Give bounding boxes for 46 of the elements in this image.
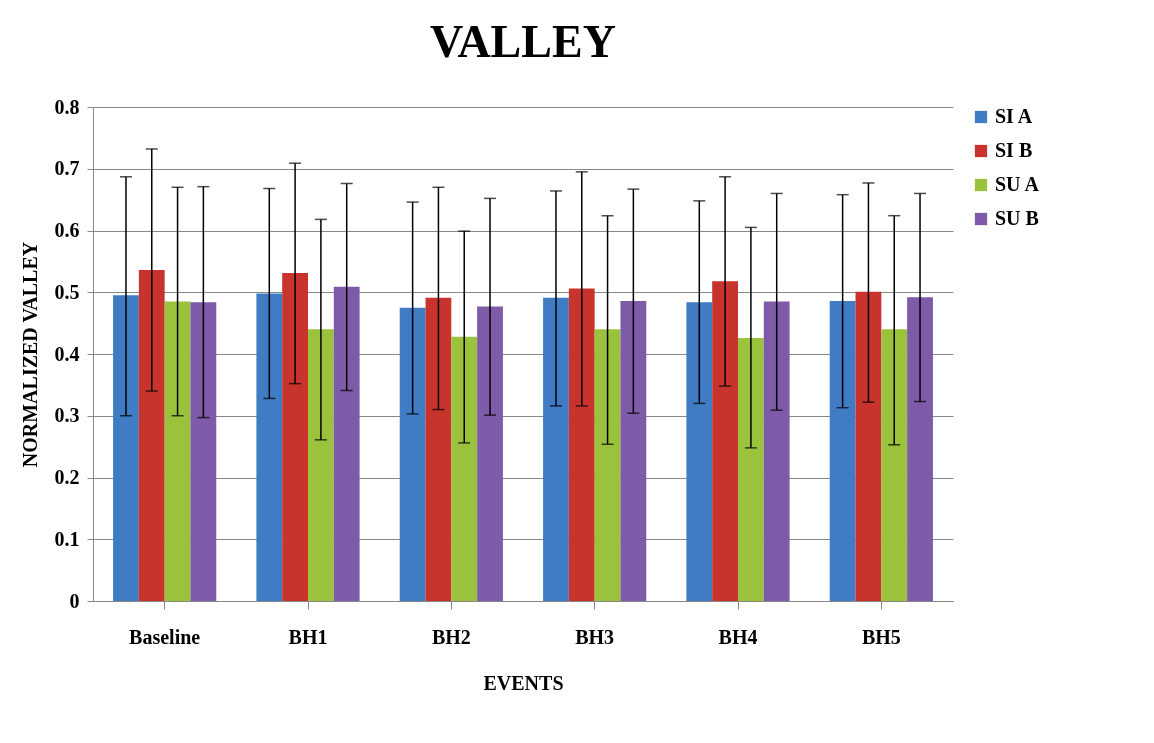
legend-label: SI B xyxy=(995,139,1033,161)
y-tick-label: 0.5 xyxy=(54,280,80,303)
bar xyxy=(881,329,908,601)
y-tick-label: 0.8 xyxy=(54,95,80,118)
legend-label: SU A xyxy=(995,173,1040,195)
legend-label: SI A xyxy=(995,105,1033,127)
y-tick-label: 0.6 xyxy=(54,219,80,241)
bar xyxy=(138,270,165,601)
x-tick-label: Baseline xyxy=(129,625,201,648)
bar xyxy=(425,297,452,601)
bar xyxy=(763,301,790,601)
bar xyxy=(829,300,856,601)
bar xyxy=(543,297,569,601)
bar xyxy=(855,291,882,601)
y-tick-label: 0.1 xyxy=(54,527,80,550)
bar xyxy=(477,306,503,601)
x-tick-label: BH4 xyxy=(718,625,758,648)
bar xyxy=(282,273,308,601)
x-tick-label: BH2 xyxy=(431,625,471,648)
x-tick-label: BH5 xyxy=(861,625,901,648)
x-tick-label: BH1 xyxy=(288,625,328,648)
bar xyxy=(620,300,647,601)
chart-title: VALLEY xyxy=(430,16,616,67)
bar xyxy=(308,329,334,601)
y-tick-label: 0.3 xyxy=(54,404,80,427)
bar xyxy=(568,288,595,601)
bar xyxy=(738,337,764,601)
bar xyxy=(190,302,217,601)
bar xyxy=(686,302,713,601)
y-tick-label: 0.2 xyxy=(54,466,80,488)
bar xyxy=(256,293,283,601)
bar xyxy=(333,286,360,601)
y-tick-label: 0 xyxy=(69,589,80,612)
y-tick-label: 0.7 xyxy=(54,157,80,180)
bar xyxy=(451,336,478,601)
bar xyxy=(907,297,933,601)
y-tick-label: 0.4 xyxy=(54,342,80,365)
bar xyxy=(164,301,191,601)
y-axis-title: NORMALIZED VALLEY xyxy=(18,241,41,468)
bar xyxy=(712,281,738,601)
x-axis-title: EVENTS xyxy=(483,671,564,694)
x-tick-label: BH3 xyxy=(575,625,615,648)
bar xyxy=(594,329,621,601)
legend-label: SU B xyxy=(995,207,1039,229)
bar xyxy=(399,307,426,601)
bar xyxy=(113,295,139,601)
